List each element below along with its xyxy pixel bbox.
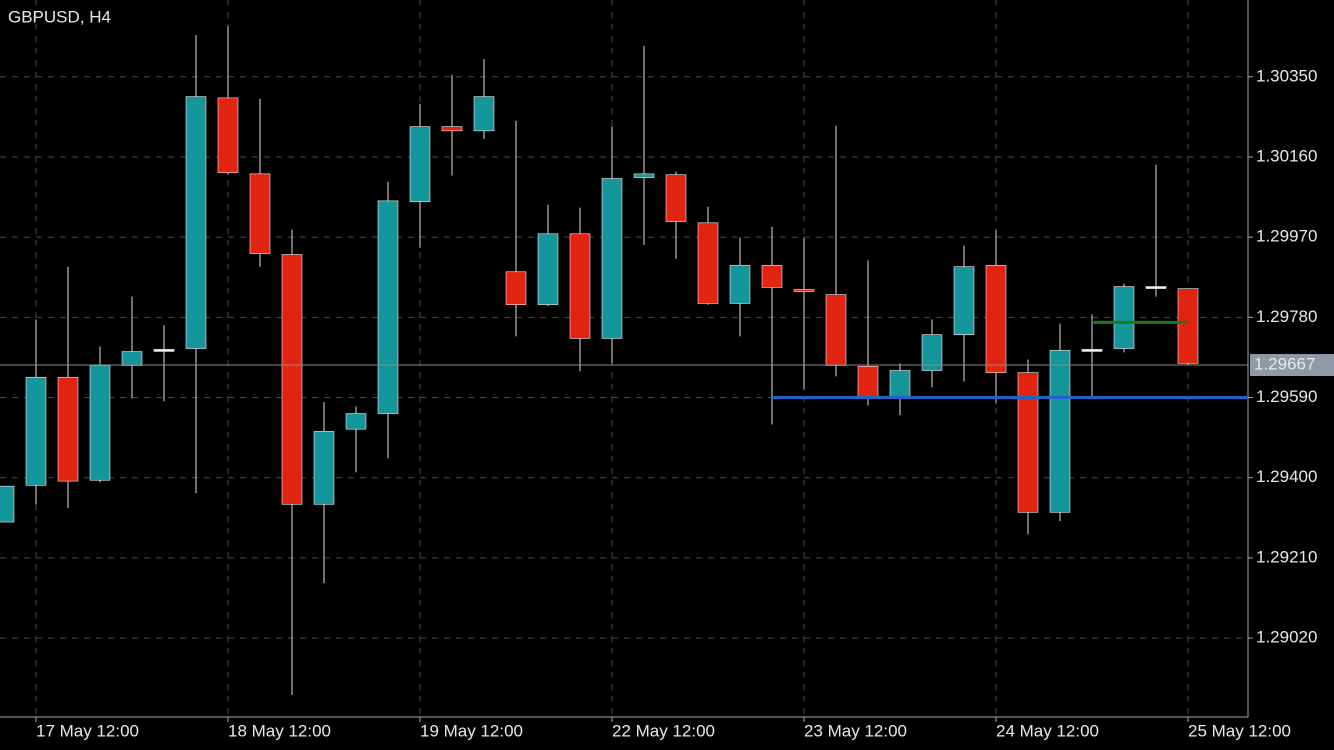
candle-body (889, 370, 911, 399)
last-price-box (1250, 354, 1334, 377)
y-tick-label: 1.29020 (1256, 628, 1317, 647)
candle-body (57, 376, 79, 482)
candle-body (89, 365, 111, 481)
candle-body (793, 289, 815, 292)
y-tick-label: 1.30160 (1256, 146, 1317, 165)
candle-body (249, 173, 271, 254)
y-tick-label: 1.30350 (1256, 66, 1317, 85)
candle-body (1177, 288, 1199, 364)
candle-body (345, 413, 367, 430)
y-tick-label: 1.29780 (1256, 307, 1317, 326)
candle-body (697, 222, 719, 304)
last-price-label: 1.29667 (1254, 355, 1315, 374)
candle-body (0, 485, 15, 523)
candle-body (729, 265, 751, 304)
x-tick-label: 18 May 12:00 (228, 721, 331, 740)
candle-body (217, 97, 239, 173)
chart-title: GBPUSD, H4 (8, 7, 111, 26)
candle-body (281, 254, 303, 505)
x-tick-label: 24 May 12:00 (996, 721, 1099, 740)
y-tick-label: 1.29400 (1256, 467, 1317, 486)
candle-body (1081, 349, 1103, 352)
candle-body (25, 376, 47, 486)
candle-body (409, 126, 431, 203)
candle-body (857, 366, 879, 397)
candle-body (985, 265, 1007, 373)
x-tick-label: 22 May 12:00 (612, 721, 715, 740)
candle-body (537, 233, 559, 305)
x-tick-label: 17 May 12:00 (36, 721, 139, 740)
candle-body (185, 96, 207, 349)
candle-body (1017, 372, 1039, 513)
candle-body (1049, 349, 1071, 513)
candle-body (601, 178, 623, 339)
y-tick-label: 1.29970 (1256, 227, 1317, 246)
candle-body (921, 334, 943, 371)
y-tick-label: 1.29210 (1256, 547, 1317, 566)
candle-body (377, 200, 399, 414)
candle-body (441, 126, 463, 132)
y-tick-label: 1.29590 (1256, 387, 1317, 406)
candle-body (505, 271, 527, 305)
candle-body (473, 96, 495, 132)
candle-body (665, 174, 687, 222)
candle-body (761, 265, 783, 288)
candle-body (569, 233, 591, 339)
candle-body (153, 349, 175, 352)
candle-body (633, 173, 655, 178)
candle-body (1113, 286, 1135, 349)
candle-body (1145, 286, 1167, 289)
x-tick-label: 23 May 12:00 (804, 721, 907, 740)
candle-body (825, 294, 847, 366)
candle-body (121, 351, 143, 366)
x-tick-label: 19 May 12:00 (420, 721, 523, 740)
candle-body (313, 430, 335, 505)
candle-body (953, 266, 975, 335)
x-tick-label: 25 May 12:00 (1188, 721, 1291, 740)
